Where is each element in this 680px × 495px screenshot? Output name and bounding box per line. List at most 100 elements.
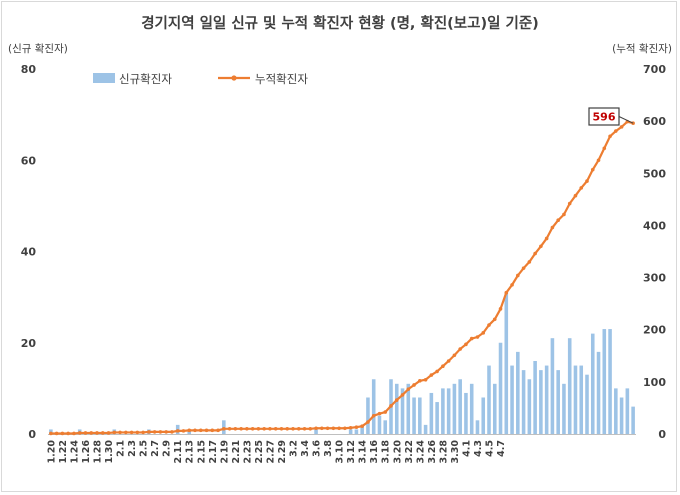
line-point xyxy=(377,411,382,416)
line-point xyxy=(170,430,174,434)
bar xyxy=(458,379,462,434)
x-tick-label: 3.12 xyxy=(346,440,357,463)
x-tick-label: 3.16 xyxy=(369,440,380,464)
line-point xyxy=(510,283,514,287)
line-point xyxy=(608,134,612,139)
bar xyxy=(475,420,480,434)
right-tick-label: 500 xyxy=(643,167,666,180)
bar xyxy=(521,370,526,434)
line-point xyxy=(423,377,428,382)
bar xyxy=(602,329,607,434)
line-point xyxy=(285,426,290,431)
bar xyxy=(383,420,388,434)
line-point xyxy=(343,426,347,431)
x-axis: 1.20 1.22 1.24 1.26 1.28 1.30 2.1 2.3 2.5 2.7 2.9 2… xyxy=(46,440,507,464)
line-point xyxy=(394,398,399,402)
bar xyxy=(452,383,457,434)
line-point xyxy=(198,428,203,433)
bar xyxy=(631,406,635,434)
bar xyxy=(539,370,543,434)
legend-line-marker xyxy=(231,75,237,81)
bar xyxy=(464,392,468,434)
bar xyxy=(418,397,422,434)
line-point xyxy=(320,426,324,431)
x-tick-label: 3.8 xyxy=(323,440,334,457)
bar xyxy=(527,379,532,434)
line-point xyxy=(337,426,341,431)
line-point xyxy=(141,430,145,435)
line-point xyxy=(400,393,405,397)
x-tick-label: 3.18 xyxy=(381,440,392,464)
bar xyxy=(504,292,509,434)
line-point xyxy=(383,410,388,414)
line-point xyxy=(579,186,584,190)
line-point xyxy=(371,413,376,418)
bar xyxy=(400,388,405,434)
callout-596: 596 xyxy=(588,107,634,126)
line-point xyxy=(124,430,128,435)
bar xyxy=(481,397,486,434)
line-point xyxy=(66,431,70,436)
bar xyxy=(446,388,451,434)
legend-bar-label: 신규확진자 xyxy=(119,72,172,86)
x-tick-label: 2.15 xyxy=(196,440,207,463)
line-point xyxy=(614,129,618,133)
line-point xyxy=(550,225,555,230)
bar xyxy=(614,388,618,434)
line-point xyxy=(619,125,624,129)
line-point xyxy=(152,430,157,434)
line-point xyxy=(233,426,238,431)
chart-title: 경기지역 일일 신규 및 누적 확진자 현황 (명, 확진(보고)일 기준) xyxy=(141,16,539,32)
line-point xyxy=(164,430,168,434)
line-point xyxy=(250,426,255,431)
line-point xyxy=(389,404,393,408)
bar xyxy=(579,365,584,434)
bar xyxy=(394,383,399,434)
line-point xyxy=(222,426,226,431)
bar xyxy=(573,365,578,434)
x-tick-label: 4.7 xyxy=(496,440,507,457)
bar xyxy=(498,342,503,434)
bar xyxy=(423,424,428,434)
line-point xyxy=(464,342,468,347)
x-tick-label: 2.23 xyxy=(242,440,253,463)
bar xyxy=(596,351,601,434)
line-point xyxy=(602,146,607,151)
x-tick-label: 4.5 xyxy=(485,440,496,457)
x-tick-label: 3.4 xyxy=(300,440,311,457)
x-tick-label: 2.5 xyxy=(139,440,150,457)
bar xyxy=(585,374,589,434)
line-point xyxy=(533,251,537,256)
right-tick-label: 0 xyxy=(658,428,666,441)
bar xyxy=(550,338,555,434)
legend-line-label: 누적확진자 xyxy=(255,72,308,86)
line-point xyxy=(273,426,278,431)
line-point xyxy=(118,430,122,435)
line-point xyxy=(187,428,192,433)
line-point xyxy=(296,426,301,431)
line-point xyxy=(268,426,272,431)
callout-leader xyxy=(618,116,634,124)
bar xyxy=(492,383,497,434)
line-point xyxy=(95,431,99,435)
bar xyxy=(360,424,364,434)
line-point xyxy=(158,430,163,434)
line-point xyxy=(256,426,261,431)
line-point xyxy=(429,373,434,377)
x-tick-label: 3.10 xyxy=(335,440,346,464)
line-point xyxy=(54,431,59,436)
bar xyxy=(487,365,491,434)
left-tick-label: 60 xyxy=(21,154,37,167)
line-point xyxy=(585,179,589,183)
line-point xyxy=(325,426,330,431)
x-tick-label: 3.22 xyxy=(404,440,415,463)
x-tick-label: 2.21 xyxy=(231,440,242,463)
line-point xyxy=(245,426,249,431)
line-point xyxy=(279,426,284,431)
x-tick-label: 2.19 xyxy=(219,440,230,463)
cumulative-markers xyxy=(49,119,635,436)
bar xyxy=(469,383,474,434)
bar xyxy=(516,351,520,434)
line-point xyxy=(89,431,94,435)
